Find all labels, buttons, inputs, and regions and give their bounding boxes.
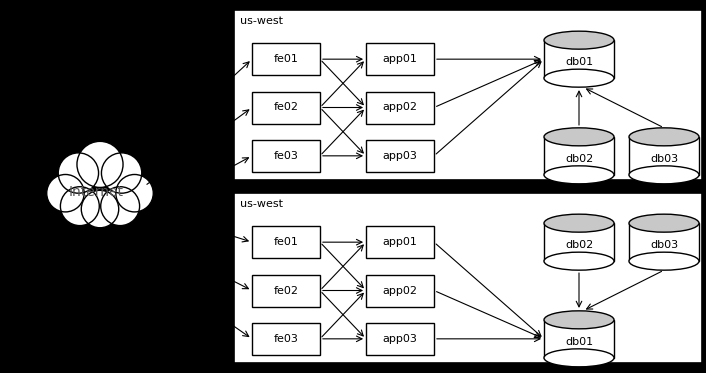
Bar — [366, 91, 434, 123]
Text: db01: db01 — [565, 336, 593, 347]
Text: app01: app01 — [383, 54, 417, 64]
Ellipse shape — [544, 214, 614, 232]
Text: db03: db03 — [650, 240, 678, 250]
Text: db03: db03 — [650, 154, 678, 163]
Bar — [544, 40, 614, 78]
Text: db01: db01 — [565, 57, 593, 67]
Bar — [366, 275, 434, 307]
Ellipse shape — [544, 166, 614, 184]
Bar — [252, 275, 320, 307]
Bar — [252, 323, 320, 355]
Bar — [234, 193, 702, 363]
Ellipse shape — [629, 128, 699, 146]
Circle shape — [77, 141, 123, 188]
Circle shape — [101, 187, 140, 226]
Text: fe01: fe01 — [273, 237, 299, 247]
Ellipse shape — [544, 31, 614, 49]
Ellipse shape — [544, 311, 614, 329]
Circle shape — [81, 190, 119, 228]
Text: app02: app02 — [383, 285, 417, 295]
Text: fe01: fe01 — [273, 54, 299, 64]
Bar — [544, 320, 614, 358]
Text: fe03: fe03 — [273, 151, 299, 161]
Bar — [252, 43, 320, 75]
Text: app02: app02 — [383, 103, 417, 113]
Text: Internet: Internet — [69, 185, 124, 199]
Text: db02: db02 — [565, 154, 593, 163]
Bar — [366, 323, 434, 355]
Ellipse shape — [544, 128, 614, 146]
Text: us-west: us-west — [240, 199, 283, 209]
Circle shape — [58, 153, 99, 193]
Ellipse shape — [629, 214, 699, 232]
Bar — [629, 137, 699, 175]
Text: app01: app01 — [383, 237, 417, 247]
Text: fe03: fe03 — [273, 334, 299, 344]
Circle shape — [116, 175, 153, 212]
Text: fe02: fe02 — [273, 103, 299, 113]
Ellipse shape — [544, 349, 614, 367]
Bar — [252, 140, 320, 172]
Bar — [234, 10, 702, 180]
Bar — [629, 223, 699, 261]
Text: fe02: fe02 — [273, 285, 299, 295]
Circle shape — [102, 153, 142, 193]
Bar — [252, 226, 320, 258]
Ellipse shape — [629, 252, 699, 270]
Bar — [544, 223, 614, 261]
Bar — [544, 137, 614, 175]
Bar — [366, 140, 434, 172]
Bar — [252, 91, 320, 123]
Text: app03: app03 — [383, 334, 417, 344]
Text: us-west: us-west — [240, 16, 283, 26]
Ellipse shape — [629, 166, 699, 184]
Bar — [366, 226, 434, 258]
Circle shape — [47, 175, 84, 212]
Bar — [366, 43, 434, 75]
Circle shape — [61, 187, 100, 226]
Text: db02: db02 — [565, 240, 593, 250]
Text: app03: app03 — [383, 151, 417, 161]
Ellipse shape — [544, 69, 614, 87]
Ellipse shape — [544, 252, 614, 270]
